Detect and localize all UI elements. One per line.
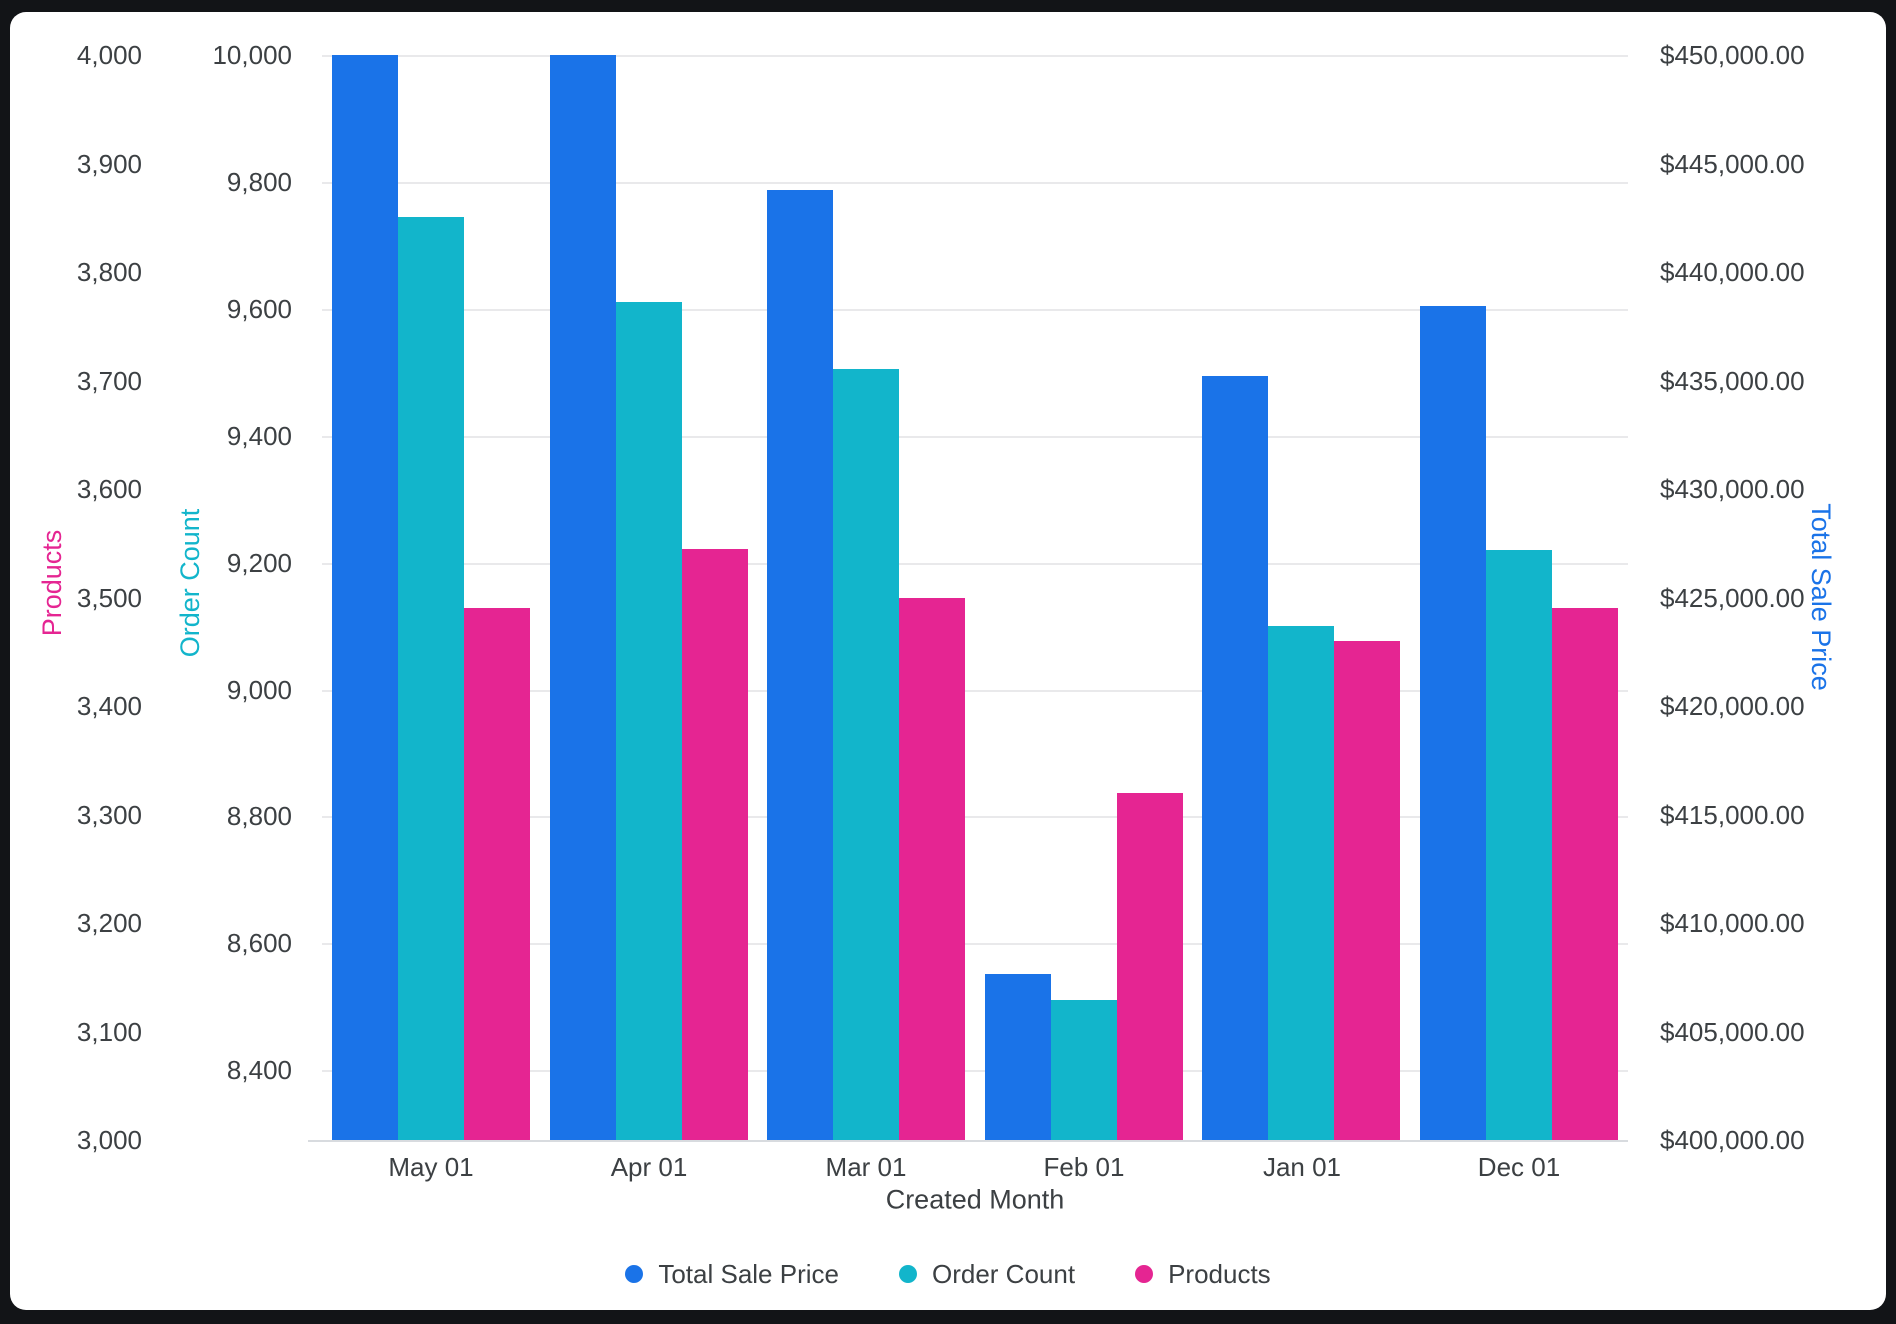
bar-total-sale-price-may-01[interactable] [332,55,398,1140]
legend-label-order-count: Order Count [931,1258,1076,1289]
bar-products-jan-01[interactable] [1334,641,1400,1140]
products-tick-3200: 3,200 [76,908,142,938]
order-tick-9400: 9,400 [226,421,292,451]
legend-dot-total-sale-price [625,1265,644,1283]
order-tick-9000: 9,000 [226,675,292,705]
price-tick-410000: $410,000.00 [1660,908,1805,938]
bar-total-sale-price-feb-01[interactable] [985,974,1051,1140]
legend-dot-order-count [898,1265,917,1283]
products-tick-3600: 3,600 [76,474,142,504]
x-tick-dec-01: Dec 01 [1477,1152,1561,1182]
legend-item-total-sale-price[interactable]: Total Sale Price [625,1259,839,1290]
price-tick-415000: $415,000.00 [1660,800,1805,830]
gridline-8600 [322,943,1628,945]
price-tick-435000: $435,000.00 [1660,366,1805,396]
gridline-10000 [322,55,1628,57]
gridline-8400 [322,1070,1628,1072]
gridline-9800 [322,182,1628,184]
legend-label-total-sale-price: Total Sale Price [658,1258,839,1289]
legend-dot-products [1135,1265,1154,1283]
gridline-9200 [322,563,1628,565]
bar-products-may-01[interactable] [464,608,530,1140]
price-tick-405000: $405,000.00 [1660,1017,1805,1047]
products-tick-3500: 3,500 [76,583,142,613]
order-tick-8400: 8,400 [226,1055,292,1085]
legend-item-products[interactable]: Products [1135,1259,1271,1290]
legend-label-products: Products [1168,1258,1271,1289]
order-tick-8600: 8,600 [226,928,292,958]
price-tick-445000: $445,000.00 [1660,149,1805,179]
bar-order-count-may-01[interactable] [398,217,464,1140]
order-tick-9800: 9,800 [226,167,292,197]
price-tick-450000: $450,000.00 [1660,40,1805,70]
y-axis-title-order-count: Order Count [175,508,205,658]
products-tick-3400: 3,400 [76,691,142,721]
price-tick-440000: $440,000.00 [1660,257,1805,287]
x-tick-apr-01: Apr 01 [610,1152,688,1182]
x-axis-line [308,1140,1628,1142]
products-tick-3000: 3,000 [76,1125,142,1155]
gridline-9600 [322,309,1628,311]
y-axis-title-total-sale-price: Total Sale Price [1806,503,1836,691]
price-tick-400000: $400,000.00 [1660,1125,1805,1155]
products-tick-3100: 3,100 [76,1017,142,1047]
products-tick-3300: 3,300 [76,800,142,830]
bar-total-sale-price-mar-01[interactable] [767,190,833,1140]
order-tick-10000: 10,000 [212,40,292,70]
price-tick-420000: $420,000.00 [1660,691,1805,721]
products-tick-3800: 3,800 [76,257,142,287]
bar-order-count-feb-01[interactable] [1051,1000,1117,1140]
bar-order-count-dec-01[interactable] [1486,550,1552,1140]
legend-item-order-count[interactable]: Order Count [898,1258,1076,1290]
bar-total-sale-price-jan-01[interactable] [1202,376,1268,1140]
y-axis-title-products: Products [37,529,67,637]
products-tick-4000: 4,000 [76,40,142,70]
x-tick-mar-01: Mar 01 [825,1152,907,1182]
order-tick-9200: 9,200 [226,548,292,578]
bar-products-feb-01[interactable] [1117,793,1183,1140]
bar-order-count-jan-01[interactable] [1268,626,1334,1140]
bar-order-count-apr-01[interactable] [616,302,682,1140]
bar-order-count-mar-01[interactable] [833,369,899,1140]
x-tick-may-01: May 01 [388,1152,474,1182]
bar-products-dec-01[interactable] [1552,608,1618,1140]
legend: Total Sale Price Order Count Products [0,1252,1896,1296]
gridline-8800 [322,816,1628,818]
bar-total-sale-price-dec-01[interactable] [1420,306,1486,1140]
x-tick-feb-01: Feb 01 [1043,1152,1125,1182]
x-axis-title: Created Month [885,1184,1065,1215]
order-tick-8800: 8,800 [226,801,292,831]
products-tick-3700: 3,700 [76,366,142,396]
x-tick-jan-01: Jan 01 [1262,1152,1342,1182]
bar-products-apr-01[interactable] [682,549,748,1140]
bar-total-sale-price-apr-01[interactable] [550,55,616,1140]
bar-products-mar-01[interactable] [899,598,965,1141]
price-tick-430000: $430,000.00 [1660,474,1805,504]
price-tick-425000: $425,000.00 [1660,583,1805,613]
order-tick-9600: 9,600 [226,294,292,324]
products-tick-3900: 3,900 [76,149,142,179]
gridline-9000 [322,690,1628,692]
gridline-9400 [322,436,1628,438]
